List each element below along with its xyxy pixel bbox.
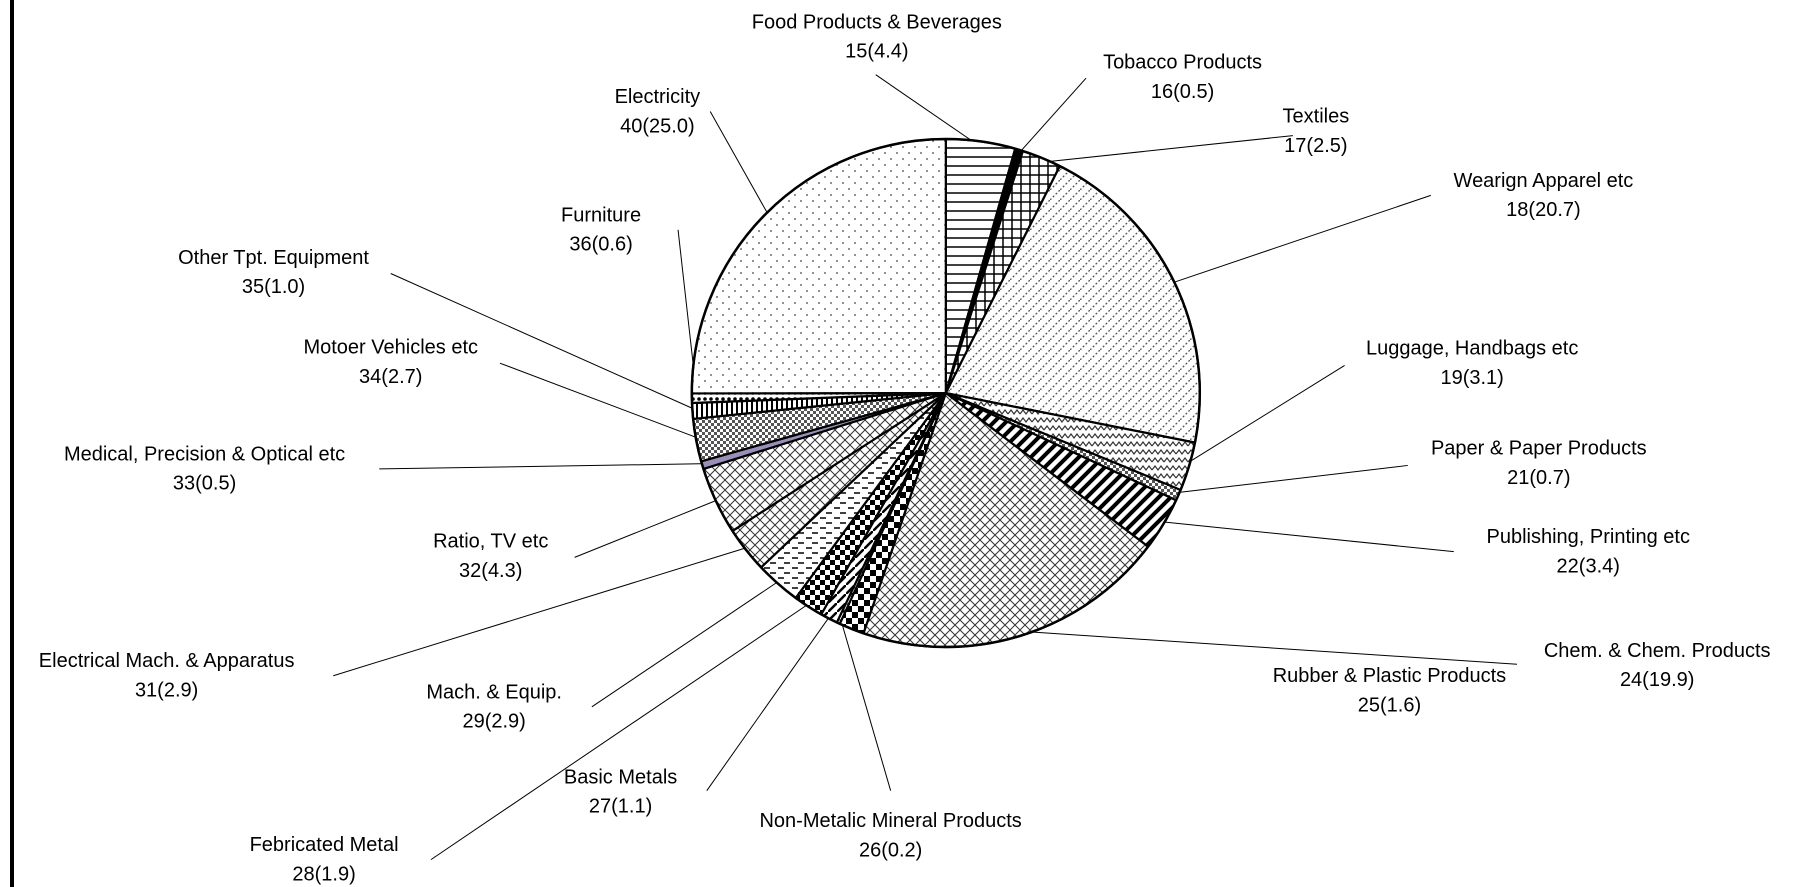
pie-outline: [690, 137, 1202, 649]
pie-slice: [690, 137, 947, 395]
slice-value-label: 26(0.2): [859, 839, 922, 861]
leader-line: [1173, 464, 1408, 494]
left-border: [10, 0, 14, 887]
slice-label: Mach. & Equip.: [426, 681, 562, 703]
slice-label: Publishing, Printing etc: [1487, 526, 1690, 548]
leader-line: [709, 111, 771, 218]
slice-label: Luggage, Handbags etc: [1366, 338, 1578, 360]
leader-line: [333, 546, 751, 677]
leader-line: [1017, 77, 1087, 156]
slice-value-label: 16(0.5): [1151, 81, 1214, 103]
slice-value-label: 31(2.9): [135, 680, 198, 702]
slice-label: Tobacco Products: [1103, 51, 1262, 73]
slice-label: Chem. & Chem. Products: [1544, 640, 1771, 662]
slice-label: Wearign Apparel etc: [1454, 170, 1634, 192]
slice-value-label: 24(19.9): [1620, 669, 1695, 691]
slice-value-label: 18(20.7): [1506, 199, 1581, 221]
leader-line: [1158, 521, 1454, 553]
slice-value-label: 27(1.1): [589, 796, 652, 818]
slice-value-label: 21(0.7): [1507, 467, 1570, 489]
leader-line: [499, 362, 702, 440]
slice-value-label: 33(0.5): [173, 473, 236, 495]
slice-label: Furniture: [561, 204, 641, 226]
slice-label: Basic Metals: [564, 766, 677, 788]
leader-line: [1183, 365, 1345, 466]
slice-value-label: 28(1.9): [292, 863, 355, 885]
slice-value-label: 22(3.4): [1557, 555, 1620, 577]
slice-value-label: 15(4.4): [845, 41, 908, 63]
slice-value-label: 36(0.6): [569, 234, 632, 256]
slice-value-label: 32(4.3): [459, 560, 522, 582]
leader-line: [574, 498, 721, 558]
slice-value-label: 25(1.6): [1358, 694, 1421, 716]
leader-line: [875, 74, 981, 147]
leader-line: [1018, 630, 1518, 665]
slice-value-label: 34(2.7): [359, 366, 422, 388]
slice-value-label: 17(2.5): [1284, 135, 1347, 157]
slice-label: Ratio, TV etc: [433, 531, 548, 553]
leader-line: [390, 273, 698, 412]
slice-label: Electricity: [615, 86, 701, 108]
slice-value-label: 40(25.0): [620, 115, 695, 137]
leader-line: [839, 618, 892, 791]
leader-line: [706, 613, 832, 791]
slice-label: Food Products & Beverages: [752, 11, 1002, 33]
leader-line: [1039, 135, 1293, 164]
slice-label: Other Tpt. Equipment: [178, 247, 369, 269]
leader-line: [591, 579, 782, 708]
slice-value-label: 29(2.9): [462, 711, 525, 733]
leader-line: [430, 601, 812, 861]
leader-line: [1169, 194, 1431, 285]
slice-label: Rubber & Plastic Products: [1273, 665, 1506, 687]
slice-value-label: 35(1.0): [242, 276, 305, 298]
slice-label: Motoer Vehicles etc: [303, 336, 478, 358]
slice-label: Textiles: [1283, 106, 1350, 128]
leader-line: [379, 463, 708, 470]
slice-value-label: 19(3.1): [1440, 367, 1503, 389]
slice-label: Non-Metalic Mineral Products: [759, 810, 1021, 832]
slice-label: Paper & Paper Products: [1431, 438, 1647, 460]
slice-label: Febricated Metal: [250, 834, 399, 856]
slice-label: Medical, Precision & Optical etc: [64, 443, 345, 465]
slice-label: Electrical Mach. & Apparatus: [39, 650, 295, 672]
